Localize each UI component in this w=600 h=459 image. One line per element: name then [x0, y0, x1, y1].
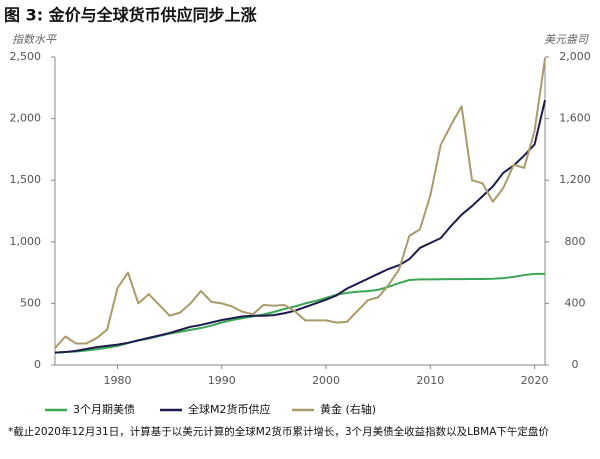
y2-tick-label: 400	[565, 296, 586, 309]
chart-title: 图 3: 金价与全球货币供应同步上涨	[4, 6, 257, 25]
y-tick-label: 2,500	[10, 50, 42, 63]
y2-tick-label: 1,600	[559, 112, 591, 125]
series-line	[54, 99, 546, 354]
y-tick-label: 2,000	[10, 112, 42, 125]
y-tick-label: 0	[34, 358, 41, 371]
y2-tick-label: 1,200	[559, 173, 591, 186]
footnote: *截止2020年12月31日，计算基于以美元计算的全球M2货币累计增长，3个月美…	[8, 425, 549, 438]
y2-axis-title: 美元盎司	[544, 33, 589, 46]
y-tick-label: 500	[20, 296, 41, 309]
series-line	[54, 272, 545, 354]
legend-label: 全球M2货币供应	[188, 402, 271, 416]
x-tick-label: 2020	[521, 374, 549, 387]
series-line	[54, 58, 546, 349]
y2-tick-label: 800	[565, 235, 586, 248]
y-tick-label: 1,500	[10, 173, 42, 186]
y2-tick-label: 2,000	[559, 50, 591, 63]
x-tick-label: 2000	[312, 374, 340, 387]
x-tick-label: 1990	[208, 374, 236, 387]
legend-label: 黄金 (右轴)	[320, 402, 376, 416]
y-axis-title: 指数水平	[12, 33, 57, 46]
y2-tick-label: 0	[572, 358, 579, 371]
y-tick-label: 1,000	[10, 235, 42, 248]
x-tick-label: 1980	[104, 374, 132, 387]
legend-label: 3个月期美债	[73, 402, 135, 416]
x-tick-label: 2010	[416, 374, 444, 387]
